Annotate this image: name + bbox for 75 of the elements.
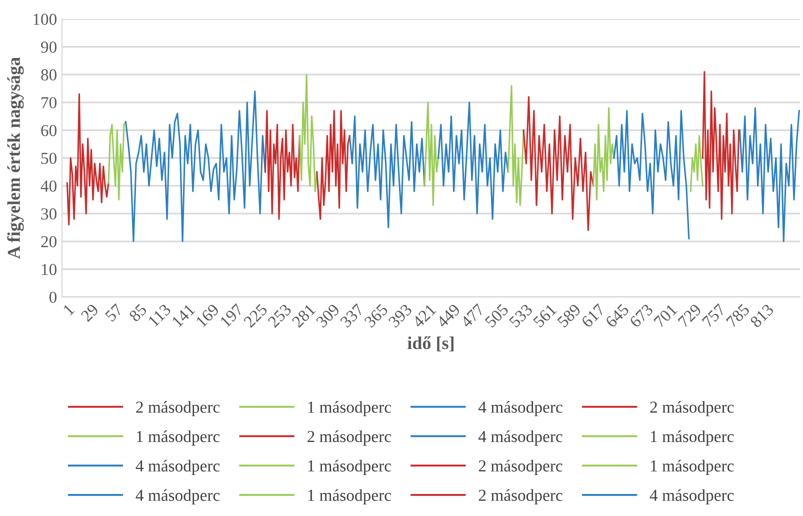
line-series bbox=[124, 90, 266, 242]
x-tick-label: 813 bbox=[750, 303, 774, 328]
legend-label: 2 másodperc bbox=[308, 430, 391, 446]
legend-label: 1 másodperc bbox=[308, 460, 391, 475]
x-tick-label: 225 bbox=[243, 303, 268, 328]
x-tick-label: 477 bbox=[460, 303, 485, 328]
y-tick-label: 70 bbox=[42, 97, 57, 108]
x-tick-label: 589 bbox=[556, 303, 582, 328]
x-tick-label: 505 bbox=[484, 303, 510, 328]
line-series bbox=[108, 121, 126, 200]
x-tick-label: 449 bbox=[436, 303, 461, 328]
legend-label: 4 másodperc bbox=[136, 460, 220, 475]
line-series bbox=[264, 110, 300, 220]
x-tick-label: 1 bbox=[62, 304, 75, 316]
y-tick-label: 30 bbox=[41, 208, 57, 220]
line-series bbox=[690, 134, 704, 192]
x-tick-label: 617 bbox=[580, 303, 606, 328]
line-series bbox=[298, 74, 318, 192]
x-tick-label: 729 bbox=[678, 303, 702, 328]
x-tick-label: 253 bbox=[267, 303, 292, 328]
legend-label: 2 másodperc bbox=[136, 401, 220, 416]
x-tick-label: 337 bbox=[340, 303, 364, 328]
legend-label: 4 másodperc bbox=[136, 489, 220, 504]
line-series bbox=[424, 102, 440, 206]
legend-label: 2 másodperc bbox=[650, 401, 734, 416]
line-series bbox=[522, 96, 594, 232]
x-tick-label: 757 bbox=[702, 303, 726, 328]
legend-label: 4 másodperc bbox=[650, 489, 734, 504]
x-tick-label: 141 bbox=[171, 304, 196, 328]
line-series bbox=[438, 102, 509, 220]
y-tick-label: 50 bbox=[41, 152, 57, 164]
x-axis-title: idő [s] bbox=[408, 336, 454, 352]
y-tick-label: 100 bbox=[34, 14, 57, 25]
x-tick-label: 533 bbox=[508, 303, 534, 328]
legend-label: 1 másodperc bbox=[650, 430, 734, 446]
x-tick-label: 309 bbox=[316, 303, 340, 328]
line-series bbox=[702, 71, 740, 220]
y-tick-label: 80 bbox=[41, 69, 57, 81]
x-tick-label: 421 bbox=[412, 304, 436, 328]
legend-label: 1 másodperc bbox=[308, 489, 391, 504]
y-tick-label: 40 bbox=[40, 180, 57, 192]
line-series bbox=[66, 93, 110, 226]
legend-label: 4 másodperc bbox=[478, 401, 562, 416]
line-series bbox=[592, 107, 615, 200]
x-tick-label: 701 bbox=[653, 304, 678, 328]
x-tick-label: 393 bbox=[388, 303, 413, 328]
y-tick-label: 10 bbox=[42, 264, 57, 276]
line-series bbox=[316, 110, 350, 220]
x-tick-label: 281 bbox=[291, 304, 316, 328]
legend-label: 1 másodperc bbox=[308, 401, 391, 416]
line-series bbox=[507, 84, 524, 206]
y-tick-label: 90 bbox=[41, 42, 57, 53]
x-tick-label: 113 bbox=[148, 303, 172, 328]
x-tick-label: 645 bbox=[604, 303, 630, 328]
x-tick-label: 673 bbox=[629, 303, 654, 328]
x-tick-label: 169 bbox=[196, 303, 220, 328]
y-tick-label: 0 bbox=[49, 292, 57, 303]
y-tick-label: 20 bbox=[41, 236, 57, 248]
x-tick-label: 785 bbox=[726, 303, 750, 328]
y-axis-title: A figyelem érték nagysága bbox=[7, 57, 24, 259]
x-tick-label: 85 bbox=[128, 303, 148, 322]
line-series bbox=[613, 110, 690, 240]
y-tick-label: 60 bbox=[41, 124, 57, 136]
legend-label: 2 másodperc bbox=[478, 460, 562, 475]
x-tick-label: 57 bbox=[104, 303, 124, 322]
x-tick-label: 561 bbox=[532, 304, 557, 328]
x-tick-label: 197 bbox=[220, 303, 244, 328]
line-series bbox=[348, 116, 426, 228]
legend-label: 4 másodperc bbox=[478, 430, 562, 446]
x-tick-label: 29 bbox=[80, 303, 100, 322]
legend-label: 1 másodperc bbox=[136, 430, 220, 446]
legend-label: 1 másodperc bbox=[650, 460, 734, 475]
x-tick-label: 365 bbox=[364, 303, 388, 328]
legend-label: 2 másodperc bbox=[478, 489, 562, 504]
line-series bbox=[738, 107, 800, 242]
